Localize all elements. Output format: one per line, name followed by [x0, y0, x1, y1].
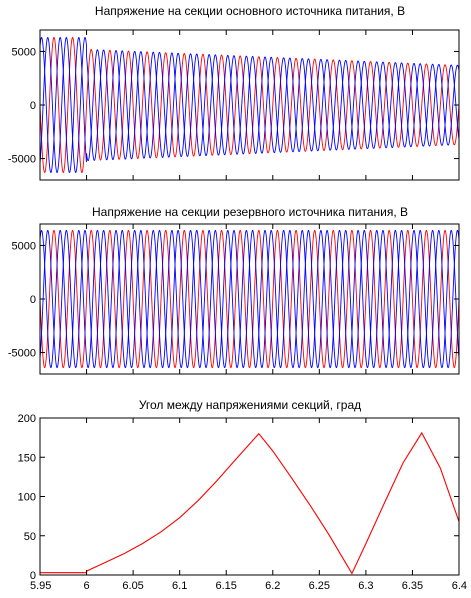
series-line-3 — [40, 37, 459, 173]
y-tick-label: 150 — [18, 452, 36, 464]
chart-title: Напряжение на секции основного источника… — [95, 4, 405, 18]
x-tick-label: 6.05 — [122, 580, 143, 592]
y-tick-label: 200 — [18, 413, 36, 425]
y-tick-label: 100 — [18, 492, 36, 504]
y-tick-label: 5000 — [12, 46, 36, 58]
series-line-1 — [40, 431, 459, 575]
plot-area — [40, 37, 459, 173]
x-tick-label: 6.25 — [309, 580, 330, 592]
y-tick-label: -5000 — [8, 154, 36, 166]
series-line-1 — [40, 37, 459, 173]
chart-title: Напряжение на секции резервного источник… — [92, 205, 408, 219]
y-tick-label: 5000 — [12, 240, 36, 252]
y-tick-label: -5000 — [8, 348, 36, 360]
x-tick-label: 6 — [83, 580, 89, 592]
chart-panel-3: Угол между напряжениями секций, град 0 50 1… — [18, 398, 467, 592]
x-tick-label: 6.4 — [452, 580, 467, 592]
x-tick-label: 6.15 — [216, 580, 237, 592]
axes-frame — [39, 417, 460, 576]
y-tick-label: 50 — [24, 531, 36, 543]
plot-area — [40, 229, 459, 369]
y-tick-label: 0 — [30, 294, 36, 306]
chart-title: Угол между напряжениями секций, град — [139, 398, 361, 412]
x-tick-label: 5.95 — [30, 580, 51, 592]
x-tick-label: 6.1 — [172, 580, 187, 592]
x-tick-label: 6.35 — [402, 580, 423, 592]
plot-area — [40, 431, 459, 575]
x-tick-label: 6.2 — [265, 580, 280, 592]
series-line-3 — [40, 229, 459, 369]
y-tick-label: 0 — [30, 570, 36, 582]
chart-panel-1: Напряжение на секции основного источника… — [8, 4, 460, 181]
series-line-2 — [40, 37, 459, 173]
y-tick-label: 0 — [30, 100, 36, 112]
series-line-1 — [40, 229, 459, 369]
x-tick-label: 6.3 — [358, 580, 373, 592]
chart-panel-2: Напряжение на секции резервного источник… — [8, 205, 460, 375]
